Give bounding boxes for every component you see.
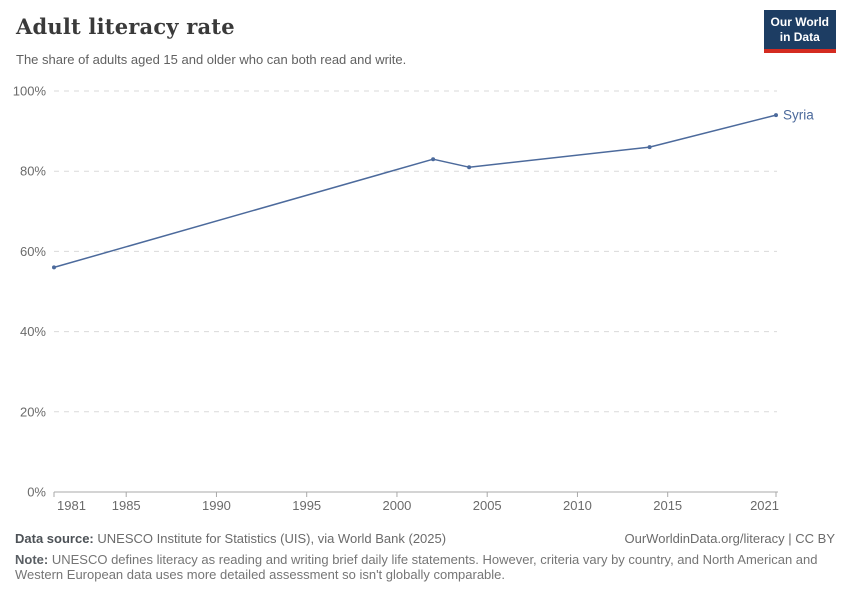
y-axis-tick-label: 80%: [20, 164, 46, 179]
owid-license-link[interactable]: OurWorldinData.org/literacy | CC BY: [624, 531, 835, 546]
y-axis-tick-label: 100%: [13, 84, 47, 99]
x-axis-tick-label: 1981: [57, 498, 86, 513]
data-point-marker: [431, 157, 436, 162]
y-axis-tick-label: 20%: [20, 404, 46, 419]
data-point-marker: [52, 265, 56, 270]
chart-note: Note: UNESCO defines literacy as reading…: [15, 552, 837, 582]
y-axis-tick-label: 40%: [20, 324, 46, 339]
note-label: Note:: [15, 552, 49, 567]
data-point-marker: [647, 145, 652, 150]
owid-logo-line2: in Data: [779, 30, 820, 44]
series-line: [53, 114, 777, 269]
data-source-label: Data source:: [15, 531, 94, 546]
x-axis-tick-label: 2021: [750, 498, 779, 513]
data-source-text: UNESCO Institute for Statistics (UIS), v…: [97, 531, 447, 546]
x-axis-tick-label: 1995: [292, 498, 321, 513]
x-axis-tick-label: 2000: [382, 498, 411, 513]
data-source: Data source: UNESCO Institute for Statis…: [15, 531, 446, 546]
owid-logo-line1: Our World: [770, 15, 829, 29]
note-text: UNESCO defines literacy as reading and w…: [15, 552, 818, 582]
x-axis-tick-label: 2005: [473, 498, 502, 513]
chart-footer: Data source: UNESCO Institute for Statis…: [15, 531, 835, 546]
y-axis-tick-label: 60%: [20, 244, 46, 259]
x-axis-tick-label: 1985: [112, 498, 141, 513]
y-axis-tick-label: 0%: [27, 485, 46, 500]
data-point-marker: [467, 165, 472, 170]
page-title: Adult literacy rate: [16, 14, 235, 39]
series-label[interactable]: Syria: [783, 108, 814, 123]
x-axis-tick-label: 2010: [563, 498, 592, 513]
x-axis-tick-label: 2015: [653, 498, 682, 513]
chart-subtitle: The share of adults aged 15 and older wh…: [16, 52, 407, 67]
x-axis-tick-label: 1990: [202, 498, 231, 513]
owid-logo[interactable]: Our World in Data: [763, 10, 836, 53]
data-point-marker: [774, 113, 778, 118]
